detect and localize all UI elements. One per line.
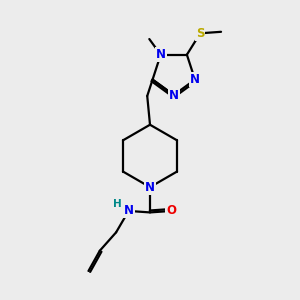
Text: N: N	[190, 73, 200, 86]
Text: S: S	[196, 27, 205, 40]
Text: N: N	[156, 48, 166, 61]
Text: N: N	[169, 88, 179, 101]
Text: H: H	[113, 200, 122, 209]
Text: N: N	[145, 181, 155, 194]
Text: N: N	[124, 204, 134, 218]
Text: O: O	[167, 204, 176, 218]
